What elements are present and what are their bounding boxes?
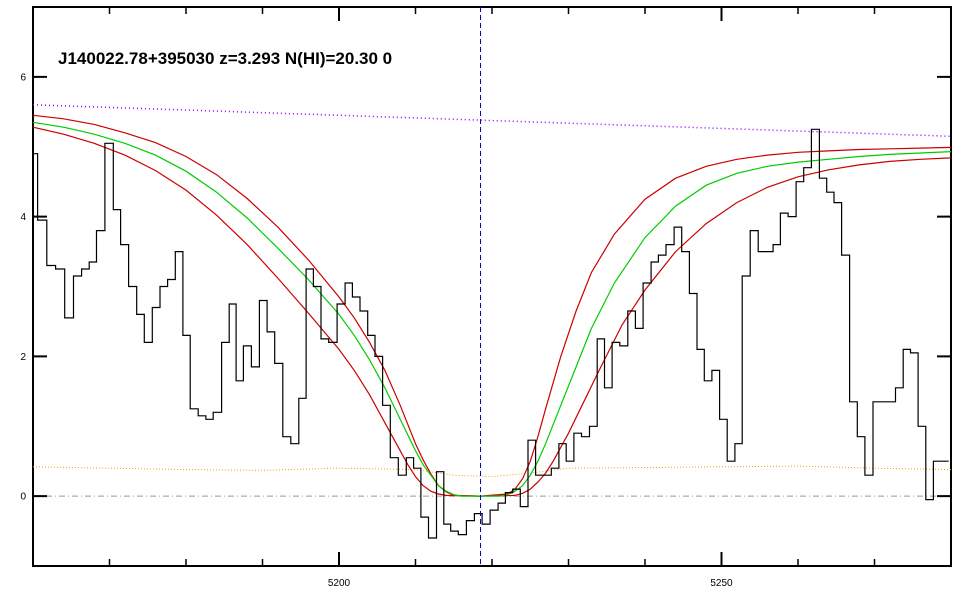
y-tick-label: 0 — [20, 492, 26, 503]
error-layer — [32, 465, 952, 478]
model-fit-line — [32, 121, 952, 497]
chart-title: J140022.78+395030 z=3.293 N(HI)=20.30 0 — [58, 49, 392, 68]
y-tick-label: 6 — [20, 72, 26, 83]
plot-frame — [32, 6, 952, 567]
x-tick-label: 5250 — [710, 578, 733, 589]
model-layer — [32, 114, 952, 497]
continuum-line — [32, 104, 952, 138]
y-tick-label: 2 — [20, 352, 26, 363]
model-lower-bound-line — [32, 126, 952, 497]
continuum-layer — [32, 104, 952, 138]
y-tick-label: 4 — [20, 212, 26, 223]
error-spectrum-line — [32, 465, 952, 478]
flux-histogram-line — [33, 128, 949, 539]
model-upper-bound-line — [32, 114, 952, 497]
flux-layer — [33, 128, 949, 539]
x-tick-label: 5200 — [328, 578, 351, 589]
ticks-layer: 0 2 4 6 5200 5250 — [20, 7, 951, 589]
